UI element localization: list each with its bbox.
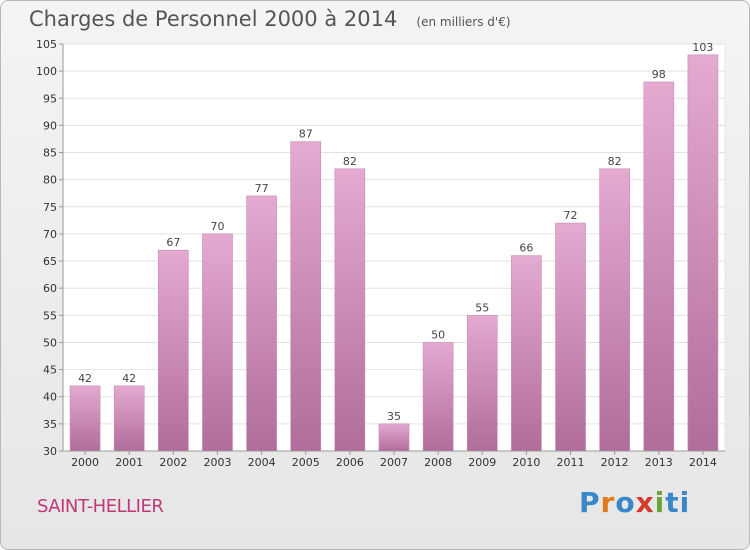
x-tick-label: 2004 [248, 456, 276, 469]
bar-2006 [334, 168, 366, 452]
y-tick-label: 100 [36, 65, 57, 78]
bar-2009 [466, 315, 498, 452]
y-tick-label: 35 [43, 418, 57, 431]
y-tick-label: 75 [43, 201, 57, 214]
y-tick-label: 85 [43, 147, 57, 160]
data-label-2004: 77 [255, 182, 269, 195]
y-tick-label: 80 [43, 174, 57, 187]
bar-2011 [555, 222, 586, 452]
bar-2010 [511, 255, 542, 452]
data-label-2003: 70 [210, 220, 224, 233]
y-tick-label: 60 [43, 282, 57, 295]
bar-2004 [246, 195, 277, 452]
y-axis-ticks: 30 35 40 45 50 55 60 65 70 75 80 85 90 95 100 105 [36, 38, 63, 458]
bar-2008 [422, 342, 454, 452]
data-label-2000: 42 [78, 372, 92, 385]
bar-2013 [643, 81, 675, 452]
data-label-2008: 50 [431, 328, 445, 341]
y-tick-label: 40 [43, 391, 57, 404]
bar-2000 [69, 385, 101, 452]
x-tick-label: 2000 [71, 456, 99, 469]
y-tick-label: 30 [43, 445, 57, 458]
y-tick-label: 55 [43, 309, 57, 322]
data-label-2014: 103 [692, 41, 713, 54]
y-tick-label: 105 [36, 38, 57, 51]
x-tick-label: 2008 [424, 456, 452, 469]
x-tick-label: 2014 [689, 456, 717, 469]
bar-2005 [290, 141, 322, 452]
x-tick-label: 2009 [468, 456, 496, 469]
data-label-2012: 82 [608, 155, 622, 168]
bars [69, 54, 719, 452]
x-tick-label: 2005 [292, 456, 320, 469]
bar-2012 [599, 168, 630, 452]
data-label-2011: 72 [564, 209, 578, 222]
data-label-2002: 67 [166, 236, 180, 249]
bar-2014 [687, 54, 719, 452]
y-tick-label: 65 [43, 255, 57, 268]
x-tick-label: 2010 [512, 456, 540, 469]
unit-note: (en milliers d'€) [416, 15, 511, 29]
data-label-2001: 42 [122, 372, 136, 385]
x-axis-ticks: 2000 2001 2002 2003 2004 2005 2006 2007 2008 2009… [71, 451, 717, 469]
data-label-2006: 82 [343, 155, 357, 168]
data-label-2013: 98 [652, 68, 666, 81]
x-tick-label: 2006 [336, 456, 364, 469]
data-label-2005: 87 [299, 128, 313, 141]
data-label-2010: 66 [519, 242, 533, 255]
data-label-2007: 35 [387, 410, 401, 423]
title-row: Charges de Personnel 2000 à 2014 (en mil… [29, 7, 511, 31]
x-tick-label: 2011 [557, 456, 585, 469]
chart-title: Charges de Personnel 2000 à 2014 [29, 7, 398, 31]
proxiti-logo[interactable]: Proxiti [579, 486, 691, 519]
bar-2007 [378, 423, 410, 452]
bar-2001 [113, 385, 145, 452]
data-labels: 42 42 67 70 77 87 82 35 50 55 66 72 82 98 103 [78, 41, 713, 423]
y-tick-label: 70 [43, 228, 57, 241]
x-tick-label: 2002 [159, 456, 187, 469]
x-tick-label: 2007 [380, 456, 408, 469]
data-label-2009: 55 [475, 301, 489, 314]
x-tick-label: 2003 [203, 456, 231, 469]
y-tick-label: 90 [43, 119, 57, 132]
x-tick-label: 2001 [115, 456, 143, 469]
place-name: SAINT-HELLIER [37, 496, 164, 517]
bar-2003 [202, 233, 233, 452]
x-tick-label: 2012 [601, 456, 629, 469]
y-tick-label: 45 [43, 364, 57, 377]
x-tick-label: 2013 [645, 456, 673, 469]
y-tick-label: 50 [43, 336, 57, 349]
y-tick-label: 95 [43, 92, 57, 105]
bar-2002 [158, 249, 189, 452]
